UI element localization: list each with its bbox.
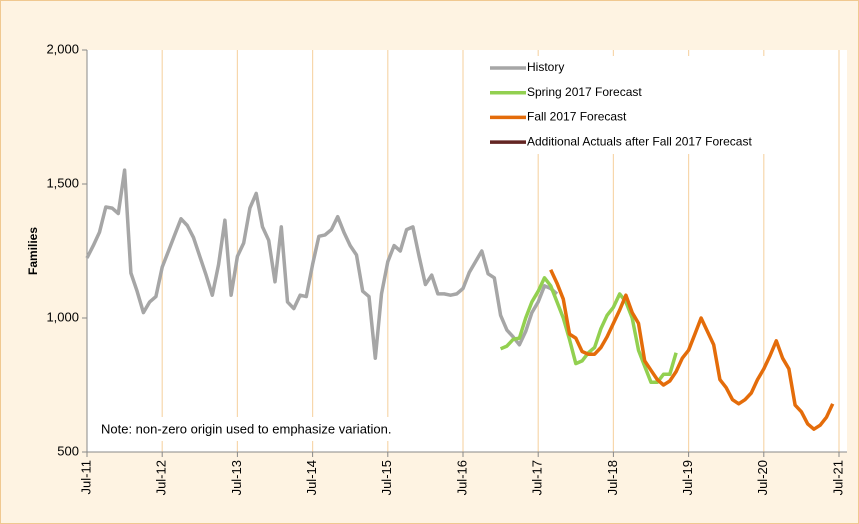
x-tick-label: Jul-16	[454, 460, 469, 495]
x-tick-label: Jul-21	[830, 460, 845, 495]
x-tick-label: Jul-15	[379, 460, 394, 495]
legend-box	[483, 56, 795, 154]
x-tick-label: Jul-20	[755, 460, 770, 495]
legend-label: Spring 2017 Forecast	[527, 85, 642, 99]
y-tick-label: 1,500	[46, 175, 79, 190]
note-box	[96, 417, 440, 441]
x-tick-label: Jul-18	[605, 460, 620, 495]
y-tick-label: 1,000	[46, 309, 79, 324]
y-axis-label: Families	[26, 227, 40, 275]
series-line	[85, 168, 559, 360]
x-tick-label: Jul-11	[78, 460, 93, 494]
x-tick-label: Jul-17	[530, 460, 545, 495]
legend-label: History	[527, 60, 564, 74]
annotation: Note: non-zero origin used to emphasize …	[101, 421, 392, 436]
series-line	[549, 269, 835, 431]
x-tick-label: Jul-14	[304, 460, 319, 495]
legend-label: Additional Actuals after Fall 2017 Forec…	[527, 134, 752, 148]
y-tick-label: 500	[57, 443, 79, 458]
x-tick-label: Jul-12	[154, 460, 169, 495]
x-tick-label: Jul-19	[680, 460, 695, 495]
legend-label: Fall 2017 Forecast	[527, 110, 627, 124]
x-tick-label: Jul-13	[229, 460, 244, 495]
y-tick-label: 2,000	[46, 41, 79, 56]
